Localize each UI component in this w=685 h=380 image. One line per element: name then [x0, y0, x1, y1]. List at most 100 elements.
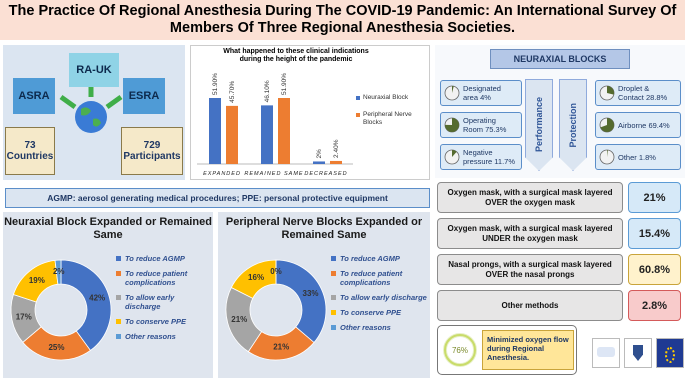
globe-icon — [59, 87, 123, 133]
legend-label: Other reasons — [125, 332, 176, 341]
donut-title: Neuraxial Block Expanded or Remained Sam… — [4, 216, 212, 241]
countries-box: 73 Countries — [5, 127, 55, 175]
legend-swatch — [116, 319, 121, 324]
summary-box: 76% Minimized oxygen flow during Regiona… — [437, 325, 577, 375]
logo — [656, 338, 684, 368]
donut-panel: Peripheral Nerve Blocks Expanded or Rema… — [218, 212, 430, 378]
legend-swatch — [116, 334, 121, 339]
legend-swatch — [116, 271, 121, 276]
item-label: Droplet & Contact — [618, 84, 650, 102]
countries-number: 73 — [24, 140, 36, 151]
item-value: 75.3% — [485, 125, 507, 134]
legend-item: To allow early discharge — [116, 293, 211, 311]
legend-swatch — [331, 271, 336, 276]
value-label: 0% — [270, 267, 282, 276]
protection-label: Protection — [568, 102, 578, 148]
legend-item: Other reasons — [116, 332, 211, 341]
neuraxial-item: Designated area 4% — [440, 80, 522, 106]
legend-label: To reduce AGMP — [125, 254, 185, 263]
legend-label: To reduce patient complications — [125, 269, 188, 287]
bar — [278, 98, 290, 164]
performance-arrow: Performance — [525, 79, 553, 171]
item-text: Other 1.8% — [618, 153, 656, 162]
bar — [313, 161, 325, 164]
donut-slice — [275, 259, 327, 344]
legend-item: To reduce patient complications — [116, 269, 211, 287]
legend-swatch — [331, 256, 336, 261]
summary-ring — [443, 333, 477, 367]
legend-item: Neuraxial Block — [356, 94, 426, 102]
performance-label: Performance — [534, 97, 544, 153]
mini-pie-slice — [607, 86, 614, 95]
item-text: Designated area 4% — [463, 84, 518, 102]
oxygen-row: Oxygen mask, with a surgical mask layere… — [437, 182, 623, 213]
value-label: 17% — [16, 312, 32, 321]
item-text: Droplet & Contact 28.8% — [618, 84, 677, 102]
bar-title: What happened to these clinical indicati… — [223, 48, 369, 63]
participants-label: Participants — [123, 151, 181, 162]
legend-label: Other reasons — [340, 323, 391, 332]
legend-swatch — [331, 295, 336, 300]
bar — [226, 105, 238, 164]
note: AGMP: aerosol generating medical procedu… — [5, 188, 430, 208]
neuraxial-item: Airborne 69.4% — [595, 112, 681, 138]
legend-swatch — [331, 310, 336, 315]
mini-pie-slice — [452, 86, 454, 93]
protection-arrow: Protection — [559, 79, 587, 171]
bar-panel: What happened to these clinical indicati… — [190, 45, 430, 180]
oxygen-value: 15.4% — [628, 218, 681, 249]
x-tick-label: EXPANDED — [203, 171, 241, 177]
oxygen-value: 60.8% — [628, 254, 681, 285]
participants-number: 729 — [143, 140, 161, 151]
neuraxial-item: Negative pressure 11.7% — [440, 144, 522, 170]
legend-label: To conserve PPE — [340, 308, 401, 317]
bar-chart: 51.90% 45.70% EXPANDED 46.10% 51.90% REMAINED… — [197, 73, 353, 177]
mini-pie-slice — [607, 150, 608, 157]
legend-item: Other reasons — [331, 323, 428, 332]
neuraxial-item: Operating Room 75.3% — [440, 112, 522, 138]
legend: Neuraxial Block Peripheral Nerve Blocks — [356, 94, 426, 136]
legend-swatch — [116, 256, 121, 261]
oxygen-value: 2.8% — [628, 290, 681, 321]
legend-swatch — [356, 113, 360, 117]
value-label: 51.90% — [212, 73, 219, 95]
oxygen-row: Other methods — [437, 290, 623, 321]
legend-label: Neuraxial Block — [363, 94, 409, 101]
donut-slice — [54, 259, 62, 285]
legend-label: Peripheral Nerve Blocks — [363, 111, 412, 126]
legend-label: To allow early discharge — [340, 293, 427, 302]
value-label: 42% — [89, 293, 105, 302]
summary-text: Minimized oxygen flow during Regional An… — [482, 330, 574, 370]
item-text: Airborne 69.4% — [618, 121, 670, 130]
mini-pie — [444, 149, 460, 165]
value-label: 2% — [316, 149, 323, 159]
countries-label: Countries — [6, 151, 54, 162]
value-label: 46.10% — [264, 80, 271, 102]
mini-pie — [444, 117, 460, 133]
bar — [261, 105, 273, 164]
donut-slice — [60, 259, 112, 352]
value-label: 25% — [48, 343, 64, 352]
value-label: 51.90% — [281, 73, 288, 95]
oxygen-row: Oxygen mask, with a surgical mask layere… — [437, 218, 623, 249]
item-label: Operating Room — [463, 116, 496, 134]
society: ESRA — [123, 78, 165, 114]
donut-title: Peripheral Nerve Blocks Expanded or Rema… — [225, 216, 423, 241]
legend-item: To reduce AGMP — [331, 254, 428, 263]
legend: To reduce AGMP To reduce patient complica… — [116, 254, 211, 347]
mini-pie — [599, 149, 615, 165]
item-value: 4% — [480, 93, 491, 102]
donut-chart: 33% 21% 21% 16% 0% — [225, 259, 327, 361]
oxygen-value: 21% — [628, 182, 681, 213]
title: The Practice Of Regional Anesthesia Duri… — [0, 0, 685, 40]
item-value: 11.7% — [494, 157, 515, 166]
item-label: Designated area — [463, 84, 501, 102]
logo — [624, 338, 652, 368]
legend-label: To conserve PPE — [125, 317, 186, 326]
legend-item: To conserve PPE — [116, 317, 211, 326]
mini-pie — [599, 117, 615, 133]
mini-pie-slice — [445, 118, 459, 132]
mini-pie-slice — [600, 118, 614, 132]
oxygen-row: Nasal prongs, with a surgical mask layer… — [437, 254, 623, 285]
x-tick-label: REMAINED SAME — [244, 171, 303, 177]
